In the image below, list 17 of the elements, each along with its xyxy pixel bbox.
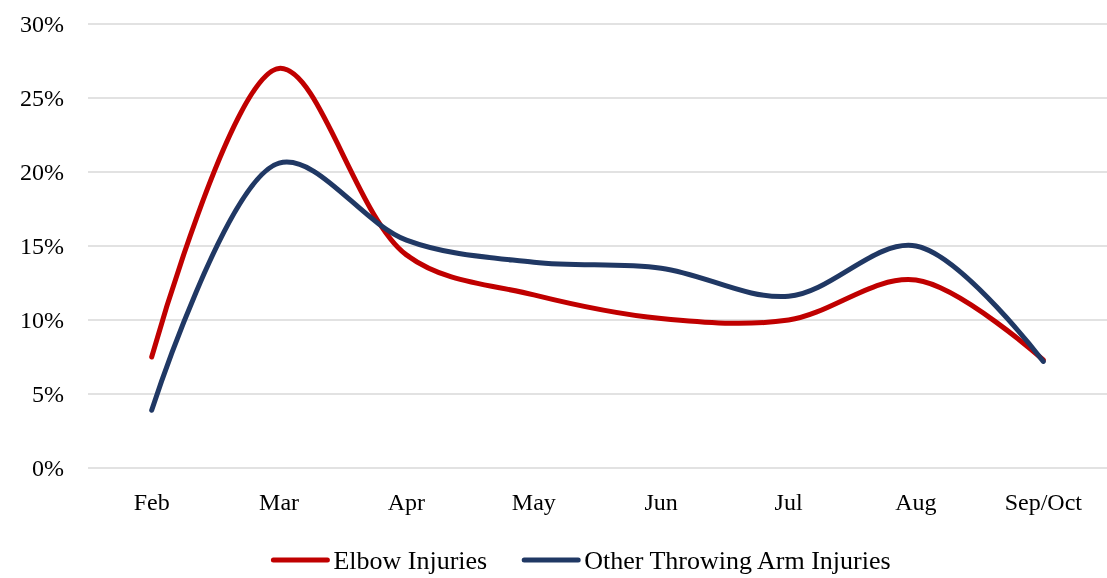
y-tick-label: 25% <box>20 85 64 112</box>
x-tick-label: Mar <box>259 489 300 515</box>
y-tick-label: 20% <box>20 159 64 186</box>
y-tick-label: 30% <box>20 11 64 38</box>
x-tick-label: Sep/Oct <box>1004 489 1083 515</box>
x-tick-label: Feb <box>133 489 170 515</box>
y-tick-label: 15% <box>20 233 64 260</box>
legend-label: Other Throwing Arm Injuries <box>584 546 891 576</box>
legend-label: Elbow Injuries <box>333 546 488 576</box>
x-tick-label: Jul <box>774 489 803 515</box>
x-tick-label: May <box>511 489 556 515</box>
y-tick-label: 0% <box>32 455 64 482</box>
x-tick-label: Apr <box>387 489 426 515</box>
y-tick-label: 10% <box>20 307 64 334</box>
y-tick-label: 5% <box>32 381 64 408</box>
x-tick-label: Jun <box>644 489 678 515</box>
x-tick-label: Aug <box>895 489 937 515</box>
